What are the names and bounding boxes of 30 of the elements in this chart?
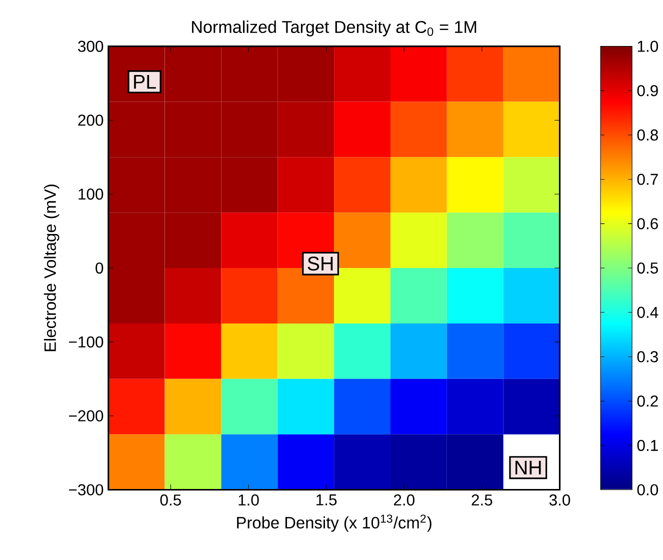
color-bar-label: 0.1: [637, 440, 658, 452]
y-tick-label: −300: [69, 484, 104, 496]
chart-title: Normalized Target Density at C$_{0}$ = 1M: [192, 20, 476, 37]
x-axis-title: Probe Density (x 10$^{13}$/cm$^{2}$): [237, 514, 432, 532]
color-bar-label: 1.0: [638, 40, 658, 52]
color-bar-label: 0.7: [637, 174, 658, 186]
y-tick-label: 200: [78, 114, 104, 126]
annotation: SH: [308, 256, 333, 271]
color-bar-label: 0.9: [637, 85, 658, 96]
y-tick-label: 0: [96, 262, 104, 274]
annotation: PL: [134, 75, 156, 89]
x-tick-label: 1.0: [238, 494, 259, 506]
x-tick-label: 1.5: [316, 494, 337, 506]
annotation: NH: [516, 460, 541, 474]
x-tick-label: 3.0: [549, 494, 570, 506]
color-bar-label: 0.3: [637, 351, 658, 362]
x-tick-label: 2.5: [472, 494, 492, 506]
color-bar-label: 0.2: [637, 396, 658, 407]
color-bar-label: 0.4: [637, 306, 658, 318]
y-tick-label: 300: [78, 40, 104, 52]
color-bar-label: 0.6: [637, 218, 658, 230]
x-tick-label: 2.0: [394, 494, 414, 506]
y-axis-title: Electrode Voltage (mV): [44, 184, 60, 352]
color-bar-label: 0.5: [637, 262, 658, 274]
x-tick-label: 0.5: [160, 494, 181, 506]
y-tick-label: −200: [69, 410, 104, 422]
y-tick-label: 100: [78, 188, 104, 200]
color-bar-label: 0.8: [637, 130, 658, 141]
y-tick-label: −100: [69, 336, 104, 348]
color-bar-label: 0.0: [637, 484, 658, 496]
